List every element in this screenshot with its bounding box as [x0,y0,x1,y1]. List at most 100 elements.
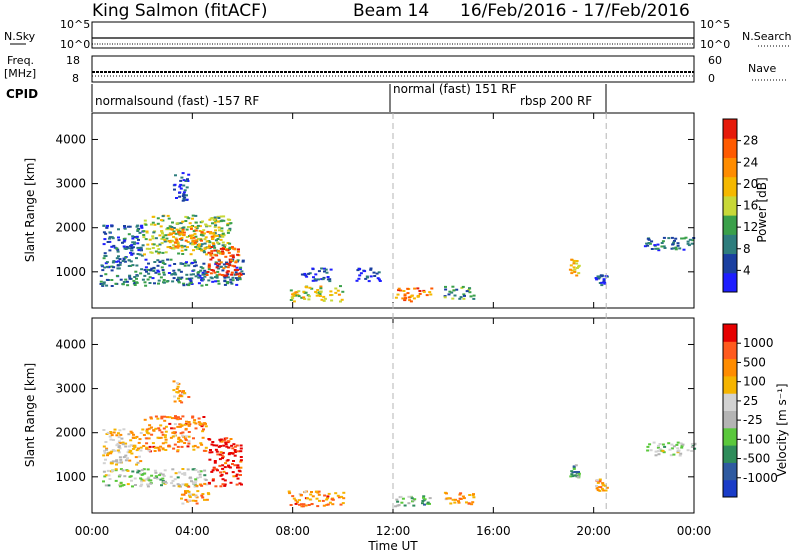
velocity-cell [221,457,224,460]
power-cell [198,230,202,232]
velocity-cell [171,468,175,471]
velocity-cell [173,400,177,403]
power-cell [307,272,311,275]
power-cell [194,264,198,267]
power-cell [188,222,192,225]
power-cell [408,299,412,302]
velocity-cell [596,489,600,492]
power-cell [211,237,215,240]
power-cell [231,264,235,267]
power-cell [217,242,221,245]
power-cell [229,254,233,257]
velocity-cell [295,501,299,504]
velocity-cell [210,470,214,473]
velocity-cell [649,449,653,452]
power-cell [191,217,194,220]
power-cell [320,267,324,270]
nave-tick-top: 60 [708,54,722,67]
velocity-cell [570,470,574,473]
velocity-cell [166,416,169,419]
velocity-cell [294,502,298,505]
velocity-cell [194,422,198,425]
power-cell [105,284,109,287]
power-cell [110,279,114,281]
power-cell [210,217,214,219]
velocity-cell [171,431,175,434]
power-cell [140,224,144,227]
velocity-cell [224,441,228,444]
velocity-cell [667,442,671,445]
power-cell [119,278,123,281]
power-cell [161,262,165,264]
power-cell [135,235,139,238]
power-cell [181,230,185,233]
velocity-cell [318,499,321,502]
velocity-cell [120,484,124,487]
power-cell [234,271,238,274]
velocity-cell [139,446,143,449]
power-cell [239,273,243,276]
power-cell [188,282,192,285]
power-cell [599,274,603,277]
power-cell [237,248,240,251]
power-cell [572,266,576,269]
velocity-cell [669,454,673,457]
velocity-cell [142,468,146,471]
power-cell [603,281,607,284]
velocity-cell [191,416,195,419]
velocity-cell [336,494,340,497]
power-cell [462,293,466,296]
velocity-cell [178,400,182,402]
velocity-cell [142,479,146,482]
power-cell [136,253,140,255]
power-cell [108,236,112,239]
power-cell [184,248,188,251]
velocity-cell [472,496,476,499]
power-cell [337,293,341,296]
power-cell [377,278,381,281]
power-cell [418,290,422,292]
power-cell [137,238,140,241]
power-cell [216,215,220,218]
power-cell [206,271,210,273]
power-cell [102,282,106,285]
velocity-cell [235,483,239,486]
power-cell [452,289,456,292]
velocity-cell [111,439,115,441]
velocity-cell [657,453,661,456]
velocity-ytick-label: 1000 [55,470,86,484]
power-cell [207,279,211,282]
power-cell [178,191,182,194]
power-cell [222,234,226,237]
velocity-cell [471,501,475,504]
power-cell [196,237,200,240]
velocity-cell [308,498,312,501]
velocity-cell [218,438,222,441]
velocity-cell [596,481,600,484]
power-cell [131,235,135,238]
velocity-cell [202,416,206,418]
velocity-cell [184,484,188,487]
power-cell [172,230,176,233]
power-cell [165,280,169,283]
velocity-cell [236,466,240,469]
power-cell [179,179,183,182]
power-colorbar-segment [723,253,737,274]
velocity-cell [140,469,144,472]
power-cell [110,236,114,239]
power-cell [375,272,379,275]
velocity-cell [117,451,121,454]
power-cell [238,278,242,281]
velocity-cell [218,464,222,467]
power-cell [215,275,219,278]
power-cell [570,258,574,261]
velocity-cell [161,477,165,480]
velocity-cell [118,474,122,477]
velocity-cell [598,478,602,481]
power-cell [157,248,161,251]
power-cell [123,225,126,227]
velocity-cell [186,468,190,471]
power-cell [181,227,185,229]
power-cell [110,269,114,272]
velocity-cell [143,472,147,475]
